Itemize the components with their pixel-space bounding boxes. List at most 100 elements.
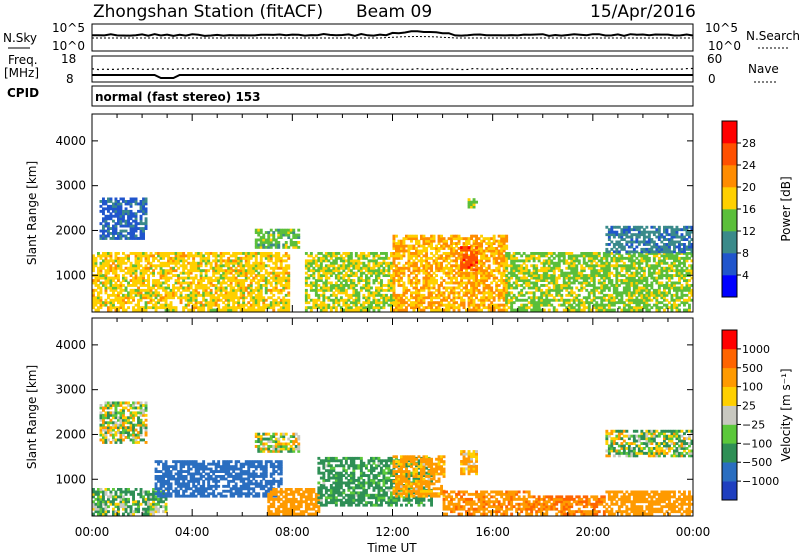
echo-cell: [650, 282, 653, 285]
echo-cell: [107, 294, 110, 297]
echo-cell: [122, 498, 125, 501]
echo-cell: [185, 264, 188, 267]
echo-cell: [290, 241, 293, 244]
echo-cell: [448, 306, 451, 309]
echo-cell: [630, 272, 633, 275]
echo-cell: [433, 304, 436, 307]
echo-cell: [405, 245, 408, 248]
echo-cell: [493, 235, 496, 238]
echo-cell: [122, 284, 125, 287]
echo-cell: [525, 304, 528, 307]
echo-cell: [676, 299, 679, 302]
echo-cell: [247, 294, 250, 297]
echo-cell: [635, 304, 638, 307]
echo-cell: [663, 304, 666, 307]
echo-cell: [625, 257, 628, 260]
echo-cell: [523, 287, 526, 290]
echo-cell: [548, 287, 551, 290]
echo-cell: [495, 259, 498, 262]
echo-cell: [630, 294, 633, 297]
echo-cell: [365, 277, 368, 280]
echo-cell: [230, 294, 233, 297]
echo-cell: [450, 259, 453, 262]
echo-cell: [330, 269, 333, 272]
echo-cell: [180, 257, 183, 260]
echo-cell: [140, 264, 143, 267]
echo-cell: [483, 277, 486, 280]
echo-cell: [272, 262, 275, 265]
echo-cell: [498, 289, 501, 292]
echo-cell: [568, 294, 571, 297]
echo-cell: [513, 287, 516, 290]
echo-cell: [97, 252, 100, 255]
echo-cell: [650, 306, 653, 309]
echo-cell: [380, 264, 383, 267]
echo-cell: [210, 294, 213, 297]
echo-cell: [623, 238, 626, 241]
echo-cell: [155, 279, 158, 282]
echo-cell: [222, 301, 225, 304]
echo-cell: [453, 259, 456, 262]
echo-cell: [120, 282, 123, 285]
echo-cell: [415, 252, 418, 255]
echo-cell: [408, 237, 411, 240]
echo-cell: [565, 287, 568, 290]
echo-cell: [520, 264, 523, 267]
echo-cell: [137, 306, 140, 309]
echo-cell: [327, 272, 330, 275]
echo-cell: [145, 203, 148, 206]
echo-cell: [686, 279, 689, 282]
echo-cell: [192, 289, 195, 292]
echo-cell: [615, 226, 618, 229]
echo-cell: [600, 282, 603, 285]
echo-cell: [162, 304, 165, 307]
echo-cell: [135, 291, 138, 294]
echo-cell: [633, 287, 636, 290]
echo-cell: [488, 294, 491, 297]
echo-cell: [242, 267, 245, 270]
echo-cell: [530, 309, 533, 312]
echo-cell: [327, 252, 330, 255]
echo-cell: [638, 304, 641, 307]
echo-cell: [650, 272, 653, 275]
echo-cell: [403, 282, 406, 285]
echo-cell: [200, 306, 203, 309]
echo-cell: [503, 240, 506, 243]
echo-cell: [292, 244, 295, 247]
echo-cell: [463, 254, 466, 257]
echo-cell: [578, 304, 581, 307]
echo-cell: [135, 277, 138, 280]
echo-cell: [455, 245, 458, 248]
echo-cell: [395, 257, 398, 260]
echo-cell: [275, 259, 278, 262]
echo-cell: [115, 503, 118, 506]
echo-cell: [678, 299, 681, 302]
echo-cell: [408, 267, 411, 270]
echo-cell: [543, 299, 546, 302]
echo-cell: [623, 262, 626, 265]
echo-cell: [373, 267, 376, 270]
echo-cell: [498, 279, 501, 282]
echo-cell: [165, 264, 168, 267]
echo-cell: [140, 230, 143, 233]
echo-cell: [222, 269, 225, 272]
echo-cell: [272, 231, 275, 234]
echo-cell: [125, 254, 128, 257]
echo-cell: [613, 264, 616, 267]
echo-cell: [548, 264, 551, 267]
echo-cell: [588, 274, 591, 277]
echo-cell: [373, 279, 376, 282]
echo-cell: [182, 267, 185, 270]
echo-cell: [535, 272, 538, 275]
echo-cell: [115, 299, 118, 302]
echo-cell: [285, 294, 288, 297]
echo-cell: [518, 259, 521, 262]
echo-cell: [408, 299, 411, 302]
echo-cell: [252, 272, 255, 275]
echo-cell: [100, 304, 103, 307]
echo-cell: [282, 287, 285, 290]
echo-cell: [660, 277, 663, 280]
echo-cell: [135, 294, 138, 297]
echo-cell: [495, 287, 498, 290]
echo-cell: [112, 304, 115, 307]
